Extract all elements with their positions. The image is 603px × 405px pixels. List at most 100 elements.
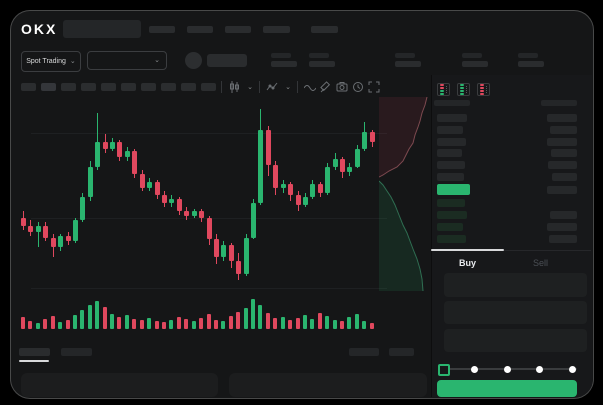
book-amount-bar	[551, 149, 577, 158]
search-input[interactable]	[63, 20, 141, 38]
draw-icon[interactable]	[319, 80, 333, 94]
candle-body	[176, 199, 182, 211]
volume-bar	[310, 319, 315, 329]
interval-button[interactable]	[101, 83, 116, 91]
candle-body	[228, 245, 234, 261]
candle-body	[243, 237, 249, 275]
volume-bar	[154, 321, 159, 329]
nav-item[interactable]	[263, 26, 290, 33]
amount-slider[interactable]	[438, 364, 577, 376]
volume-bar	[21, 317, 25, 329]
chart-tab[interactable]	[61, 348, 92, 356]
slider-stop[interactable]	[438, 364, 450, 376]
interval-button[interactable]	[201, 83, 216, 91]
book-amount-bar	[548, 161, 577, 170]
line-tools-icon[interactable]	[303, 80, 317, 94]
slider-stop[interactable]	[569, 366, 576, 373]
book-price-bar[interactable]	[437, 125, 463, 134]
book-price-bar[interactable]	[437, 114, 467, 122]
candle-body	[273, 164, 279, 188]
interval-button[interactable]	[181, 83, 196, 91]
tab-sell[interactable]: Sell	[532, 258, 548, 268]
book-amount-bar	[552, 173, 577, 181]
volume-bar	[139, 320, 144, 329]
volume-bar	[95, 301, 100, 329]
volume-bar	[176, 317, 181, 329]
indicators-icon[interactable]	[265, 80, 279, 94]
candle-body	[154, 181, 160, 196]
chevron-down-icon[interactable]: ⌄	[285, 83, 291, 91]
candle-body	[50, 237, 56, 248]
candle-body	[117, 141, 123, 157]
book-price-bar[interactable]	[437, 235, 466, 243]
interval-button[interactable]	[161, 83, 176, 91]
candle-body	[87, 166, 93, 198]
volume-bar	[161, 322, 166, 329]
pair-selector[interactable]: ⌄	[87, 51, 167, 70]
fullscreen-icon[interactable]	[367, 80, 381, 94]
nav-item[interactable]	[149, 26, 175, 33]
nav-item[interactable]	[311, 26, 338, 33]
interval-button[interactable]	[141, 83, 156, 91]
volume-bar	[169, 320, 174, 329]
interval-button[interactable]	[61, 83, 76, 91]
candle-body	[161, 195, 167, 203]
chart-footer-control[interactable]	[349, 348, 379, 356]
interval-button[interactable]	[21, 83, 36, 91]
stat-label	[395, 53, 415, 58]
book-price-bar[interactable]	[437, 161, 465, 170]
volume-bar	[362, 321, 367, 329]
last-price-highlight[interactable]	[437, 184, 470, 195]
nav-item[interactable]	[187, 26, 213, 33]
bottom-panel-left[interactable]	[21, 373, 218, 397]
book-price-bar[interactable]	[437, 199, 465, 207]
chevron-down-icon[interactable]: ⌄	[247, 83, 253, 91]
market-type-selector[interactable]: Spot Trading ⌄	[21, 51, 81, 72]
candle-body	[332, 158, 338, 167]
slider-stop[interactable]	[470, 366, 478, 373]
nav-item[interactable]	[225, 26, 251, 33]
candle-type-icon[interactable]	[227, 80, 241, 94]
order-form-field[interactable]	[444, 301, 587, 324]
chart-gridline	[31, 133, 387, 134]
book-price-bar[interactable]	[437, 149, 462, 158]
chart-tab-active[interactable]	[19, 348, 50, 356]
book-combined-icon[interactable]	[437, 83, 450, 96]
candle-body	[80, 197, 86, 221]
book-amount-bar	[547, 223, 577, 231]
book-asks-icon[interactable]	[477, 83, 490, 96]
volume-bar	[332, 320, 337, 329]
candle-body	[184, 210, 190, 217]
tab-buy[interactable]: Buy	[458, 258, 476, 268]
interval-button[interactable]	[121, 83, 136, 91]
candle-body	[325, 166, 331, 194]
bottom-panel-right[interactable]	[229, 373, 427, 397]
volume-bar	[295, 318, 300, 329]
interval-button[interactable]	[41, 83, 56, 91]
book-price-bar[interactable]	[437, 137, 466, 146]
chart-tab-underline	[19, 360, 49, 362]
volume-bar	[50, 316, 55, 329]
chart-footer-control[interactable]	[389, 348, 414, 356]
volume-bar	[369, 323, 374, 329]
camera-icon[interactable]	[335, 80, 349, 94]
volume-bar	[132, 319, 137, 329]
candle-body	[213, 239, 219, 257]
volume-bar	[340, 321, 345, 329]
market-type-label: Spot Trading	[26, 58, 66, 65]
interval-button[interactable]	[81, 83, 96, 91]
order-form-field[interactable]	[444, 329, 587, 352]
book-price-bar[interactable]	[437, 173, 464, 181]
stat-label	[462, 53, 482, 58]
book-price-bar[interactable]	[437, 223, 463, 231]
book-amount-bar	[549, 235, 577, 243]
slider-stop[interactable]	[536, 366, 544, 373]
buy-submit-button[interactable]	[437, 380, 577, 397]
history-icon[interactable]	[351, 80, 365, 94]
volume-bar	[213, 320, 218, 329]
slider-stop[interactable]	[503, 366, 511, 373]
candle-body	[288, 183, 294, 196]
order-form-field[interactable]	[444, 273, 587, 297]
book-price-bar[interactable]	[437, 211, 467, 219]
book-bids-icon[interactable]	[457, 83, 470, 96]
